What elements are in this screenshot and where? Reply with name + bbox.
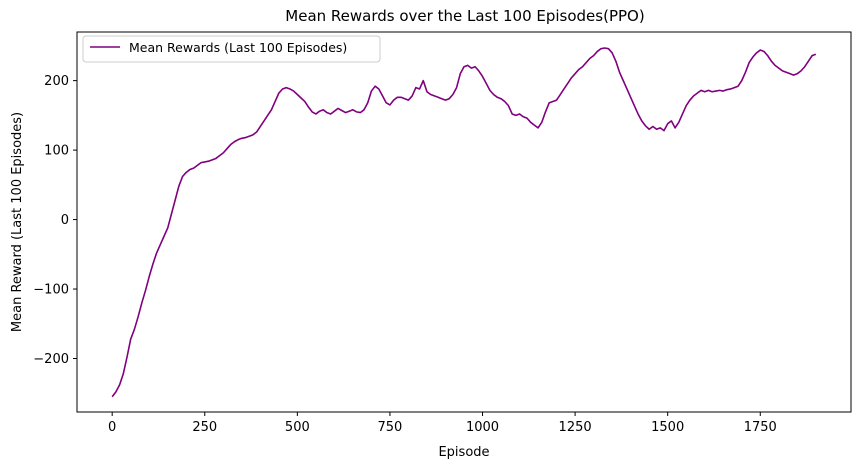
y-axis-ticks: −200 −100 0 100 200 xyxy=(33,74,77,367)
chart-title: Mean Rewards over the Last 100 Episodes(… xyxy=(285,7,644,25)
x-tick-label: 500 xyxy=(285,420,310,435)
x-tick-label: 0 xyxy=(108,420,116,435)
x-tick-label: 1000 xyxy=(466,420,499,435)
legend: Mean Rewards (Last 100 Episodes) xyxy=(82,35,381,63)
x-tick-label: 1500 xyxy=(651,420,684,435)
y-tick-label: −100 xyxy=(33,283,69,298)
legend-box xyxy=(82,35,381,63)
y-tick-label: −200 xyxy=(33,352,69,367)
y-tick-label: 100 xyxy=(44,144,69,159)
x-axis-label: Episode xyxy=(438,445,489,460)
plot-area-frame xyxy=(76,31,852,413)
x-tick-label: 750 xyxy=(378,420,403,435)
y-tick-label: 0 xyxy=(61,213,69,228)
y-tick-label: 200 xyxy=(44,74,69,89)
legend-label: Mean Rewards (Last 100 Episodes) xyxy=(129,40,347,55)
y-axis-label: Mean Reward (Last 100 Episodes) xyxy=(10,112,25,332)
series-group xyxy=(111,47,817,398)
x-tick-label: 250 xyxy=(192,420,217,435)
x-tick-label: 1250 xyxy=(559,420,592,435)
series-line-mean-rewards xyxy=(111,47,817,398)
x-tick-label: 1750 xyxy=(744,420,777,435)
x-axis-ticks: 0 250 500 750 1000 1250 1500 1750 xyxy=(108,412,777,435)
